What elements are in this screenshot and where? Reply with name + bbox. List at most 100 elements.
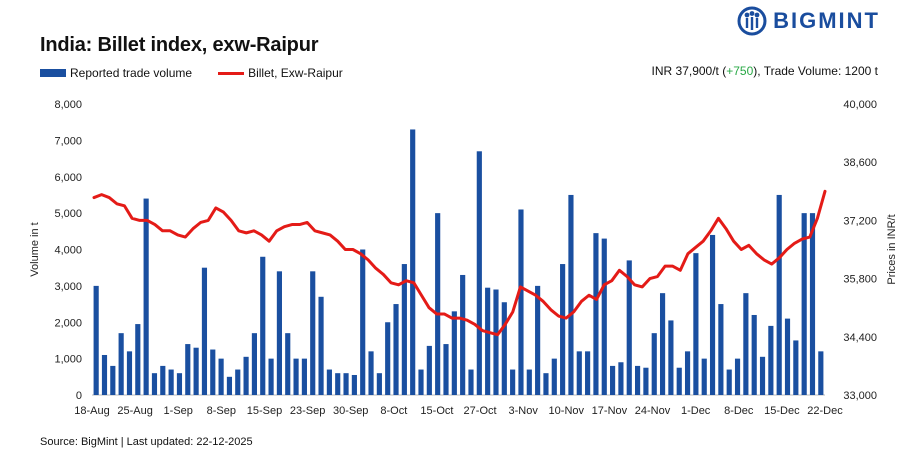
- price-summary: INR 37,900/t (+750), Trade Volume: 1200 …: [652, 64, 878, 78]
- volume-bar: [801, 213, 807, 396]
- volume-bar: [568, 194, 574, 395]
- volume-bar: [601, 238, 607, 395]
- legend-item-price: Billet, Exw-Raipur: [218, 66, 343, 80]
- volume-bar: [784, 318, 791, 395]
- volume-bar: [768, 325, 774, 395]
- source-note: Source: BigMint | Last updated: 22-12-20…: [40, 436, 253, 448]
- x-tick-label: 8-Sep: [207, 405, 236, 417]
- volume-bar: [410, 129, 416, 395]
- y2-tick-label: 38,600: [843, 157, 877, 169]
- volume-bar: [426, 345, 432, 395]
- volume-bar: [301, 358, 307, 396]
- y-tick-label: 1,000: [54, 354, 82, 366]
- volume-bar: [701, 358, 707, 396]
- volume-bar: [635, 365, 641, 395]
- y2-tick-label: 37,200: [843, 215, 877, 227]
- volume-bar: [135, 324, 141, 395]
- volume-bar: [118, 333, 124, 395]
- volume-bar: [776, 194, 782, 395]
- volume-bar: [476, 151, 482, 395]
- volume-bar: [93, 285, 99, 396]
- y-tick-label: 2,000: [54, 317, 82, 329]
- volume-bar: [418, 369, 424, 395]
- x-tick-label: 15-Dec: [764, 405, 800, 417]
- y-tick-label: 8,000: [54, 99, 82, 111]
- y-axis-label: Volume in t: [29, 222, 41, 276]
- volume-bar: [676, 367, 682, 395]
- volume-bar: [343, 373, 349, 395]
- volume-bar: [818, 351, 824, 395]
- chart-legend: Reported trade volume Billet, Exw-Raipur: [40, 66, 369, 80]
- volume-bar: [718, 304, 724, 395]
- volume-bar: [501, 302, 507, 395]
- legend-label-volume: Reported trade volume: [70, 66, 193, 80]
- volume-bar: [401, 264, 407, 395]
- volume-bar: [126, 351, 133, 395]
- volume-bar: [351, 374, 357, 395]
- volume-bar: [693, 253, 699, 395]
- volume-bar: [160, 365, 166, 395]
- y2-tick-label: 33,000: [843, 390, 877, 402]
- volume-bar: [610, 365, 616, 395]
- volume-bar: [210, 349, 216, 395]
- volume-bar: [326, 369, 332, 395]
- volume-bar: [368, 351, 374, 395]
- volume-bar: [201, 267, 208, 395]
- volume-bar: [551, 358, 557, 396]
- y2-tick-label: 40,000: [843, 99, 877, 111]
- volume-bar: [618, 362, 624, 395]
- volume-bar: [460, 274, 466, 395]
- volume-bar: [651, 333, 657, 395]
- volume-bar: [310, 271, 316, 395]
- x-tick-label: 3-Nov: [509, 405, 539, 417]
- legend-swatch-line: [218, 71, 245, 75]
- x-tick-label: 30-Sep: [333, 405, 368, 417]
- price-change: +750: [726, 64, 754, 78]
- legend-swatch-bar: [40, 69, 66, 77]
- y-tick-label: 0: [76, 390, 82, 402]
- x-tick-label: 1-Dec: [681, 405, 711, 417]
- volume-bar: [185, 344, 191, 395]
- y-tick-label: 7,000: [54, 135, 82, 147]
- volume-bar: [226, 376, 233, 395]
- volume-bar: [743, 293, 749, 395]
- volume-bar: [243, 356, 249, 395]
- x-tick-label: 8-Oct: [380, 405, 407, 417]
- volume-bar: [193, 347, 199, 395]
- volume-bar: [393, 304, 399, 395]
- y-tick-label: 4,000: [54, 245, 82, 257]
- volume-bar: [260, 256, 266, 395]
- volume-bar: [759, 356, 766, 395]
- volume-bar: [543, 373, 549, 395]
- volume-bar: [176, 373, 183, 395]
- y2-tick-label: 35,800: [843, 274, 877, 286]
- volume-bar: [684, 351, 691, 395]
- y2-axis-label: Prices in INR/t: [886, 214, 898, 284]
- volume-bar: [443, 344, 449, 395]
- volume-bar: [809, 213, 816, 396]
- volume-bar: [385, 322, 391, 395]
- legend-label-price: Billet, Exw-Raipur: [248, 66, 343, 80]
- volume-bar: [535, 285, 541, 396]
- brand-logo: BIGMINT: [737, 6, 880, 36]
- volume-bar: [734, 358, 741, 396]
- volume-bar: [293, 358, 299, 396]
- x-tick-label: 25-Aug: [117, 405, 152, 417]
- volume-bar: [593, 233, 599, 395]
- volume-bar: [510, 369, 516, 395]
- volume-bar: [793, 340, 799, 395]
- x-tick-label: 17-Nov: [592, 405, 628, 417]
- x-tick-label: 15-Oct: [420, 405, 453, 417]
- price-line: [92, 189, 827, 337]
- volume-bar: [110, 365, 116, 395]
- volume-bar: [709, 234, 716, 395]
- x-tick-label: 24-Nov: [635, 405, 671, 417]
- volume-bar: [235, 369, 241, 395]
- volume-bar: [668, 320, 674, 395]
- volume-bar: [268, 358, 274, 396]
- volume-bar: [360, 249, 366, 395]
- volume-bar: [751, 314, 757, 395]
- y2-tick-label: 34,400: [843, 332, 877, 344]
- volume-bar: [626, 260, 632, 395]
